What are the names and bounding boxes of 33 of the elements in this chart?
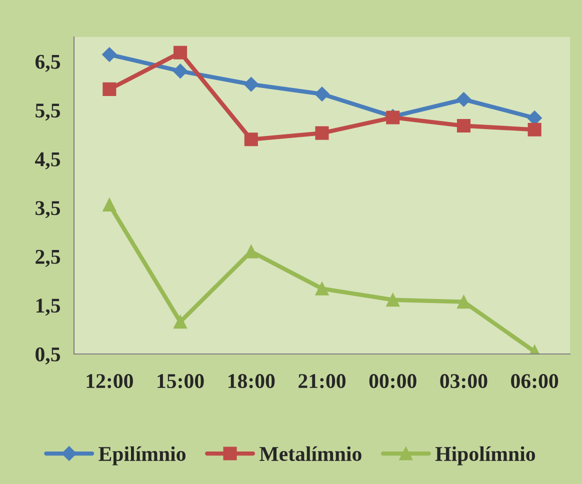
point xyxy=(174,46,188,60)
y-tick-label: 1,5 xyxy=(36,298,60,316)
x-tick-label: 12:00 xyxy=(86,374,133,388)
x-tick-label: 21:00 xyxy=(298,374,346,388)
y-tick-label: 4,5 xyxy=(35,152,60,170)
legend-label: Hipolímnio xyxy=(435,446,536,466)
point xyxy=(456,92,472,107)
point xyxy=(102,198,116,212)
y-tick-label: 3,5 xyxy=(36,201,60,218)
y-tick-label: 2,5 xyxy=(36,250,60,267)
point xyxy=(102,47,117,62)
x-tick-label: 03:00 xyxy=(440,374,488,388)
point xyxy=(174,315,188,329)
x-tick-label: 15:00 xyxy=(158,374,204,388)
x-tick-label: 06:00 xyxy=(511,374,558,388)
legend-label: Epilímnio xyxy=(98,446,186,466)
point xyxy=(456,118,470,133)
x-tick-label: 18:00 xyxy=(228,374,275,388)
point xyxy=(315,126,329,140)
point xyxy=(456,295,470,309)
point xyxy=(386,293,400,307)
y-tick-label: 6,5 xyxy=(35,54,60,72)
y-tick-label: 5,5 xyxy=(36,104,60,121)
point xyxy=(314,86,330,102)
point xyxy=(102,82,116,96)
x-tick-label: 00:00 xyxy=(369,374,416,388)
point xyxy=(315,282,329,296)
point xyxy=(244,76,259,92)
legend-label: Metalímnio xyxy=(260,446,362,462)
y-tick-label: 0,5 xyxy=(36,347,60,364)
point xyxy=(244,132,258,146)
point xyxy=(172,64,188,79)
point xyxy=(528,122,542,136)
